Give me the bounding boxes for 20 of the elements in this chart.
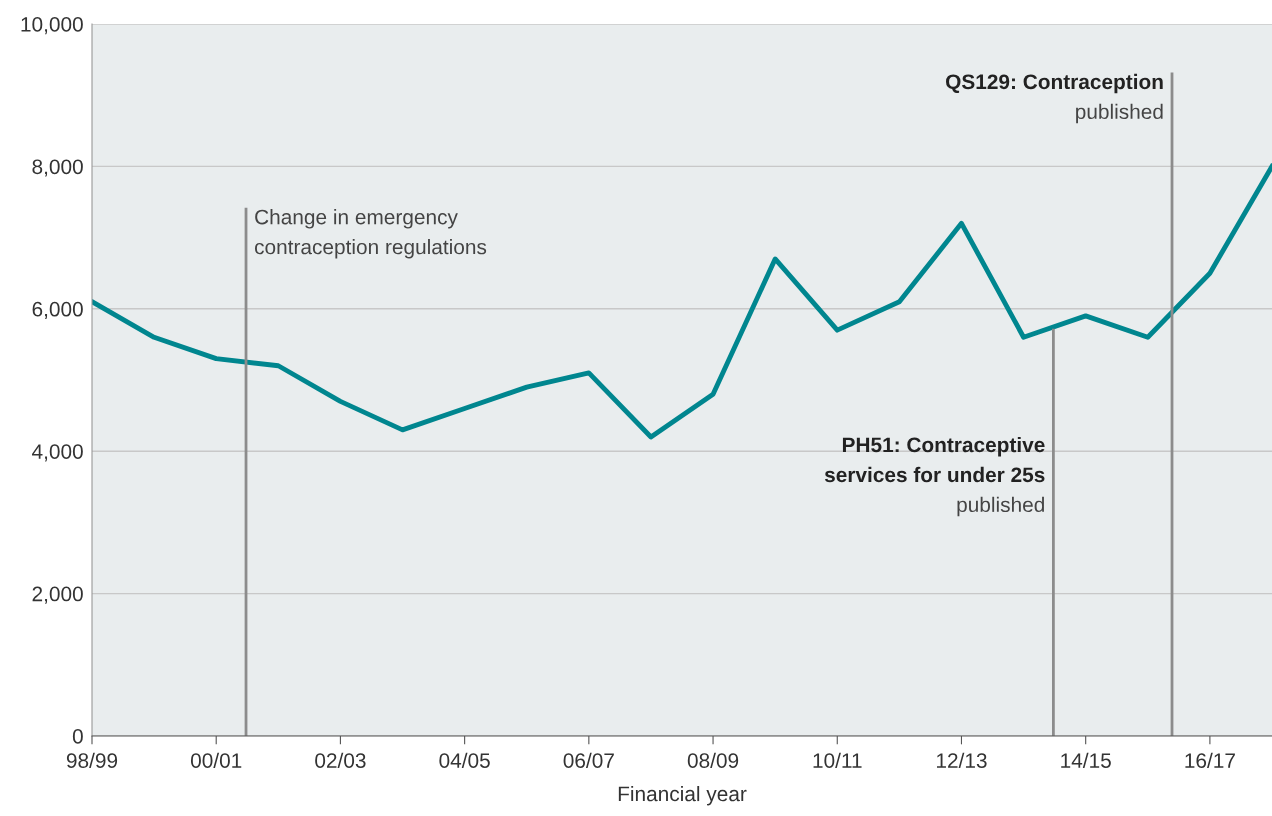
x-tick-label: 14/15 bbox=[1061, 752, 1111, 768]
y-tick-label: 2,000 bbox=[32, 586, 83, 604]
y-tick-label: 8,000 bbox=[32, 159, 83, 177]
y-tick-label: 0 bbox=[72, 729, 83, 744]
x-tick-label: 06/07 bbox=[563, 752, 614, 768]
x-tick-label: 00/01 bbox=[190, 752, 242, 768]
x-tick-label: 16/17 bbox=[1185, 752, 1235, 768]
x-tick-label: 08/09 bbox=[687, 752, 739, 768]
x-tick-label: 10/11 bbox=[813, 752, 862, 768]
annotation: QS129: Contraception published bbox=[946, 73, 1163, 124]
y-tick-label: 6,000 bbox=[32, 301, 83, 320]
x-tick-label: 98/99 bbox=[66, 752, 118, 768]
x-tick-label: 02/03 bbox=[315, 752, 366, 768]
y-tick-label: 10,000 bbox=[21, 17, 83, 35]
x-tick-label: 04/05 bbox=[439, 752, 490, 768]
annotation: PH51: Contraceptive services for under 25s published bbox=[824, 436, 1045, 517]
x-tick-label: 12/13 bbox=[937, 752, 987, 768]
annotation: Change in emergency contraception regulations bbox=[254, 209, 487, 259]
y-tick-label: 4,000 bbox=[32, 444, 83, 462]
x-axis-title: Financial year bbox=[618, 785, 747, 806]
